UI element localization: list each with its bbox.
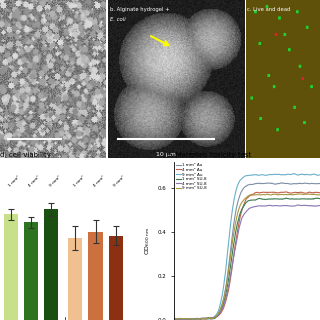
4 mm² SU-8 bbox=[318, 204, 320, 207]
Text: 5 µm: 5 µm bbox=[27, 152, 43, 157]
4 mm² SU-8 bbox=[259, 204, 263, 208]
1 mm² Au bbox=[173, 317, 177, 320]
4 mm² SU-8 bbox=[173, 317, 177, 320]
1 mm² Au bbox=[189, 317, 193, 320]
1 mm² Au bbox=[296, 182, 300, 186]
4 mm² Au bbox=[305, 191, 309, 195]
Text: e. Materials toxicity test: e. Materials toxicity test bbox=[167, 152, 251, 158]
4 mm² Au bbox=[296, 191, 300, 195]
1 mm² Au bbox=[305, 182, 309, 186]
4 mm² Au bbox=[284, 190, 288, 194]
1 mm² Au bbox=[318, 182, 320, 186]
1 mm² SU-8 bbox=[259, 197, 263, 201]
1 mm² Au bbox=[262, 181, 266, 185]
4 mm² Au bbox=[260, 191, 263, 195]
1 mm² SU-8 bbox=[318, 197, 320, 201]
1 mm² Au bbox=[260, 182, 263, 186]
1 mm² SU-8 bbox=[315, 196, 319, 200]
Y-axis label: OD$_\mathregular{600\ nm}$: OD$_\mathregular{600\ nm}$ bbox=[143, 227, 152, 255]
4 mm² SU-8 bbox=[262, 204, 266, 208]
Line: 4 mm² Au: 4 mm² Au bbox=[174, 192, 320, 320]
9 mm² SU-8 bbox=[259, 193, 263, 197]
1 mm² Au bbox=[281, 181, 284, 185]
4 mm² SU-8 bbox=[260, 204, 263, 208]
9 mm² Au bbox=[195, 318, 199, 320]
Text: 1 mm²: 1 mm² bbox=[8, 175, 21, 188]
4 mm² Au bbox=[259, 191, 263, 195]
4 mm² SU-8 bbox=[178, 317, 182, 320]
Text: c. Live and dead: c. Live and dead bbox=[247, 7, 291, 12]
Line: 1 mm² Au: 1 mm² Au bbox=[174, 183, 320, 319]
1 mm² SU-8 bbox=[173, 317, 177, 320]
1 mm² SU-8 bbox=[262, 197, 266, 201]
Bar bbox=[4, 214, 18, 320]
9 mm² Au bbox=[260, 173, 263, 177]
9 mm² SU-8 bbox=[318, 193, 320, 197]
4 mm² Au bbox=[172, 317, 176, 320]
9 mm² SU-8 bbox=[297, 192, 301, 196]
Bar bbox=[68, 238, 83, 320]
Text: 9 mm²: 9 mm² bbox=[113, 175, 125, 188]
Text: 1 mm²: 1 mm² bbox=[73, 175, 85, 188]
4 mm² Au bbox=[173, 317, 177, 320]
Text: 4 mm²: 4 mm² bbox=[93, 175, 106, 188]
Text: d. cell viability: d. cell viability bbox=[0, 152, 51, 158]
Legend: 1 mm² Au, 4 mm² Au, 9 mm² Au, 1 mm² SU-8, 4 mm² SU-8, 9 mm² SU-8: 1 mm² Au, 4 mm² Au, 9 mm² Au, 1 mm² SU-8… bbox=[176, 163, 207, 191]
Line: 9 mm² Au: 9 mm² Au bbox=[174, 173, 320, 320]
9 mm² SU-8 bbox=[296, 192, 300, 196]
Text: 9 mm²: 9 mm² bbox=[48, 175, 61, 188]
9 mm² SU-8 bbox=[172, 317, 176, 320]
9 mm² SU-8 bbox=[173, 317, 177, 320]
9 mm² Au bbox=[259, 173, 263, 177]
4 mm² SU-8 bbox=[172, 317, 176, 320]
9 mm² Au bbox=[173, 317, 177, 320]
4 mm² SU-8 bbox=[305, 204, 309, 207]
9 mm² Au bbox=[296, 173, 300, 177]
9 mm² SU-8 bbox=[305, 192, 309, 196]
9 mm² Au bbox=[172, 317, 176, 320]
Bar bbox=[108, 236, 123, 320]
4 mm² Au bbox=[318, 191, 320, 195]
4 mm² SU-8 bbox=[296, 203, 300, 207]
Bar bbox=[88, 232, 102, 320]
Bar bbox=[24, 222, 38, 320]
4 mm² Au bbox=[262, 190, 266, 194]
9 mm² SU-8 bbox=[262, 193, 266, 196]
Text: 4 mm²: 4 mm² bbox=[28, 175, 41, 188]
4 mm² Au bbox=[175, 318, 179, 320]
Line: 9 mm² SU-8: 9 mm² SU-8 bbox=[174, 194, 320, 319]
1 mm² SU-8 bbox=[305, 197, 309, 201]
Text: E. coli: E. coli bbox=[109, 17, 125, 22]
Line: 1 mm² SU-8: 1 mm² SU-8 bbox=[174, 198, 320, 319]
Text: 10 µm: 10 µm bbox=[156, 152, 176, 157]
Text: b. Alginate hydrogel +: b. Alginate hydrogel + bbox=[109, 7, 171, 12]
1 mm² SU-8 bbox=[296, 197, 300, 201]
4 mm² SU-8 bbox=[296, 203, 300, 207]
9 mm² SU-8 bbox=[260, 193, 263, 196]
9 mm² SU-8 bbox=[189, 317, 193, 320]
9 mm² Au bbox=[305, 172, 309, 176]
1 mm² SU-8 bbox=[188, 317, 191, 320]
9 mm² Au bbox=[262, 173, 266, 177]
Bar bbox=[44, 209, 58, 320]
1 mm² SU-8 bbox=[172, 317, 176, 320]
1 mm² Au bbox=[259, 182, 263, 186]
1 mm² Au bbox=[172, 317, 176, 320]
Line: 4 mm² SU-8: 4 mm² SU-8 bbox=[174, 205, 320, 319]
9 mm² Au bbox=[318, 173, 320, 177]
9 mm² Au bbox=[292, 172, 296, 175]
1 mm² SU-8 bbox=[260, 197, 263, 201]
